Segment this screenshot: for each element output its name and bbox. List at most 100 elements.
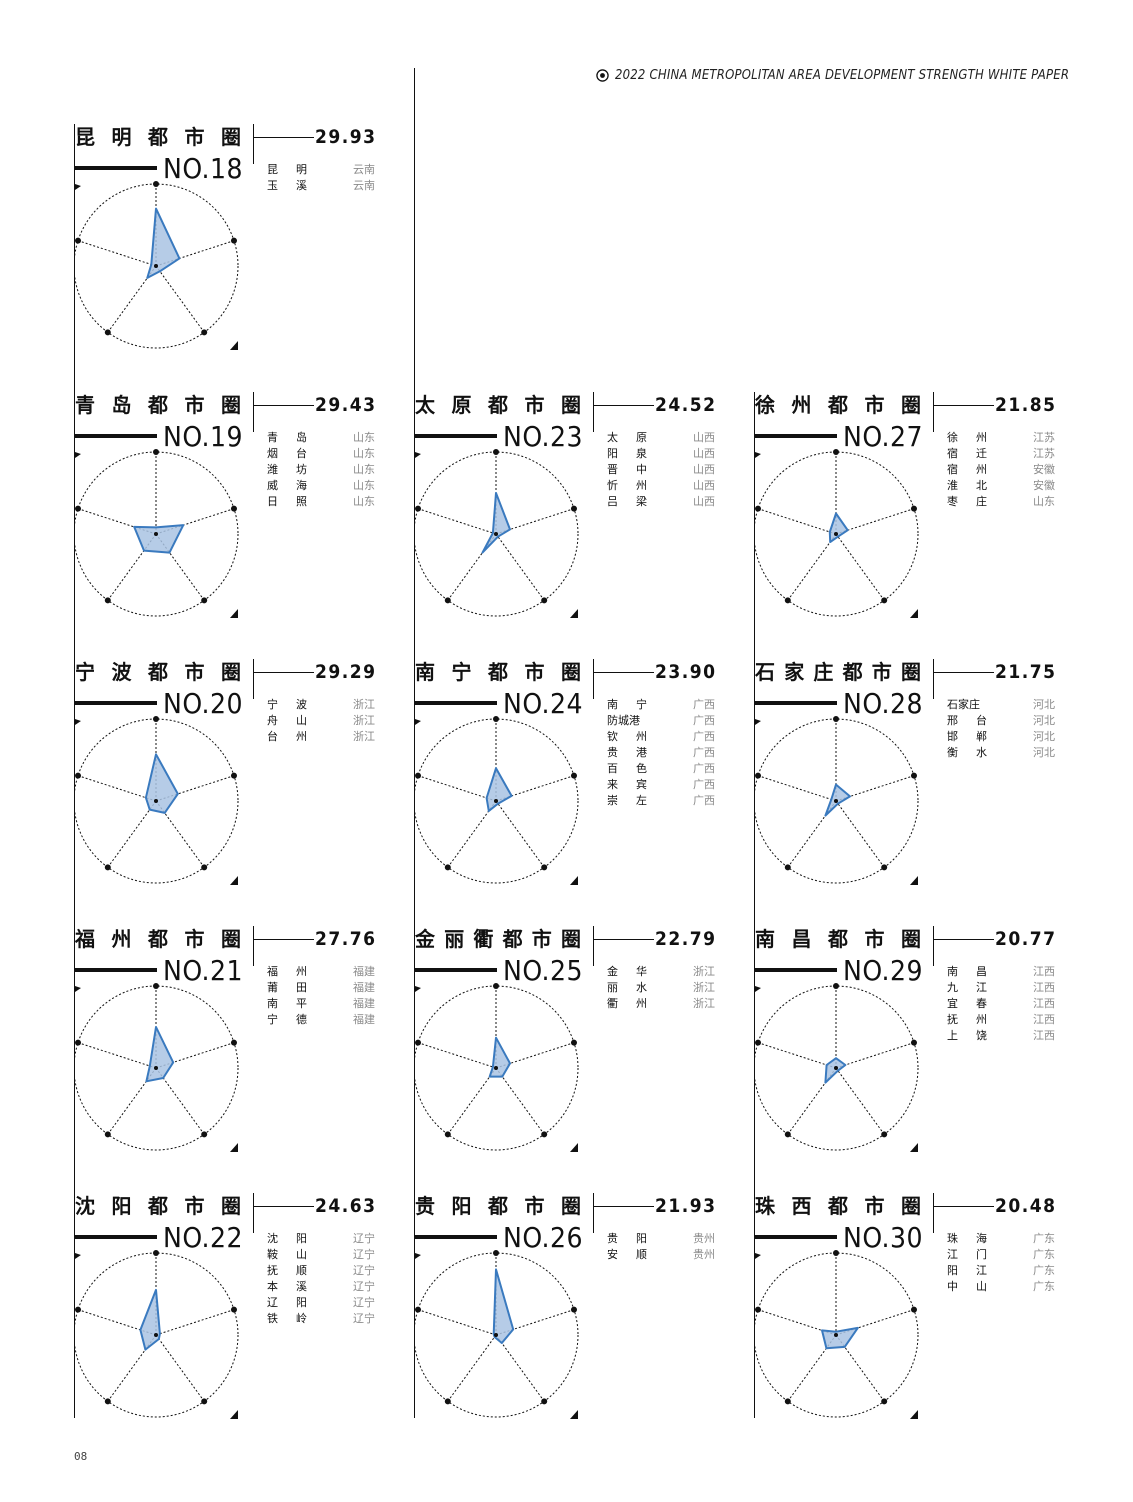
province-name: 山西 [693,463,715,476]
city-row: 邢台 河北 [947,713,1055,729]
city-row: 沈阳 辽宁 [267,1231,375,1247]
city-row: 阳泉 山西 [607,446,715,462]
axis-endpoint [755,1306,762,1313]
province-name: 浙江 [693,997,715,1010]
city-name: 福州 [267,965,307,978]
city-name: 衢州 [607,997,647,1010]
radar-axis [495,800,545,868]
axis-endpoint [833,983,839,989]
score-value: 24.52 [655,394,717,416]
city-name: 抚州 [947,1013,987,1026]
city-name: 珠海 [947,1232,987,1245]
radar-axis [155,1334,205,1402]
city-list: 福州福建莆田福建南平福建宁德福建 [267,964,375,1028]
corner-mark-bottom [910,876,918,885]
axis-endpoint [444,1398,451,1405]
corner-mark-bottom [910,1410,918,1419]
axis-endpoint [833,716,839,722]
axis-endpoint [541,864,548,871]
rank-label: NO.21 [163,954,244,987]
radar-chart [415,983,579,1152]
city-name: 安顺 [607,1248,647,1261]
city-row: 丽水 浙江 [607,980,715,996]
metro-name: 青岛都市圈 [75,393,241,417]
axis-endpoint [104,864,111,871]
city-name: 太原 [607,431,647,444]
province-name: 贵州 [693,1232,715,1245]
metro-card: 贵阳都市圈 NO.26 21.93 贵阳贵州安顺贵州 [415,1193,755,1460]
corner-mark-top [415,986,421,992]
metro-card: 南昌都市圈 NO.29 20.77 南昌江西九江江西宜春江西抚州江西上饶江西 [755,926,1095,1193]
score-value: 20.77 [995,928,1057,950]
radar-axis [495,1067,545,1135]
city-name: 上饶 [947,1029,987,1042]
city-row: 来宾 广西 [607,777,715,793]
city-row: 贵阳 贵州 [607,1231,715,1247]
axis-endpoint [881,597,888,604]
axis-endpoint [570,505,577,512]
score-value: 24.63 [315,1195,377,1217]
radar-axis [835,800,885,868]
radar-center [154,532,158,536]
rank-bar [755,968,837,972]
radar-axis [77,775,157,802]
city-name: 辽阳 [267,1296,307,1309]
city-name: 晋中 [607,463,647,476]
radar-chart [755,716,919,885]
metro-card: 南宁都市圈 NO.24 23.90 南宁广西 防城港 广西钦州广西贵港广西百色广西来宾广西… [415,659,755,926]
metro-name: 福州都市圈 [75,927,241,951]
province-name: 云南 [353,179,375,192]
axis-endpoint [415,1039,422,1046]
corner-mark-top [755,452,761,458]
score-value: 23.90 [655,661,717,683]
city-name: 忻州 [607,479,647,492]
axis-endpoint [541,1398,548,1405]
province-name: 河北 [1033,698,1055,711]
city-row: 衢州 浙江 [607,996,715,1012]
score-rule [593,926,594,966]
axis-endpoint [570,772,577,779]
province-name: 浙江 [693,965,715,978]
axis-endpoint [444,597,451,604]
radar-axis [495,533,545,601]
city-row: 珠海 广东 [947,1231,1055,1247]
corner-mark-top [755,719,761,725]
city-list: 昆明云南玉溪云南 [267,162,375,194]
axis-endpoint [833,449,839,455]
province-name: 辽宁 [353,1232,375,1245]
province-name: 辽宁 [353,1264,375,1277]
city-name: 宁德 [267,1013,307,1026]
province-name: 山东 [353,431,375,444]
city-name: 钦州 [607,730,647,743]
province-name: 山西 [693,447,715,460]
axis-endpoint [201,864,208,871]
score-value: 21.75 [995,661,1057,683]
city-list: 贵阳贵州安顺 贵州 [607,1231,715,1263]
city-name: 昆明 [267,163,307,176]
axis-endpoint [493,716,499,722]
rank-bar [415,1235,497,1239]
province-name: 江西 [1033,997,1055,1010]
axis-endpoint [570,1306,577,1313]
radar-chart [755,1250,919,1419]
radar-axis [787,533,837,601]
corner-mark-bottom [910,609,918,618]
score-rule-line [254,1206,314,1207]
rank-label: NO.26 [503,1221,584,1254]
radar-center [494,532,498,536]
score-value: 21.85 [995,394,1057,416]
province-name: 福建 [353,997,375,1010]
rank-bar [75,434,157,438]
province-name: 福建 [353,965,375,978]
city-row: 昆明 云南 [267,162,375,178]
province-name: 江西 [1033,981,1055,994]
province-name: 山东 [353,495,375,508]
radar-axis [155,265,205,333]
axis-endpoint [153,716,159,722]
city-name: 淮北 [947,479,987,492]
city-row: 防城港 广西 [607,713,715,729]
score-rule-line [254,939,314,940]
city-row: 忻州 山西 [607,478,715,494]
city-row: 抚州 江西 [947,1012,1055,1028]
corner-mark-top [75,1253,81,1259]
